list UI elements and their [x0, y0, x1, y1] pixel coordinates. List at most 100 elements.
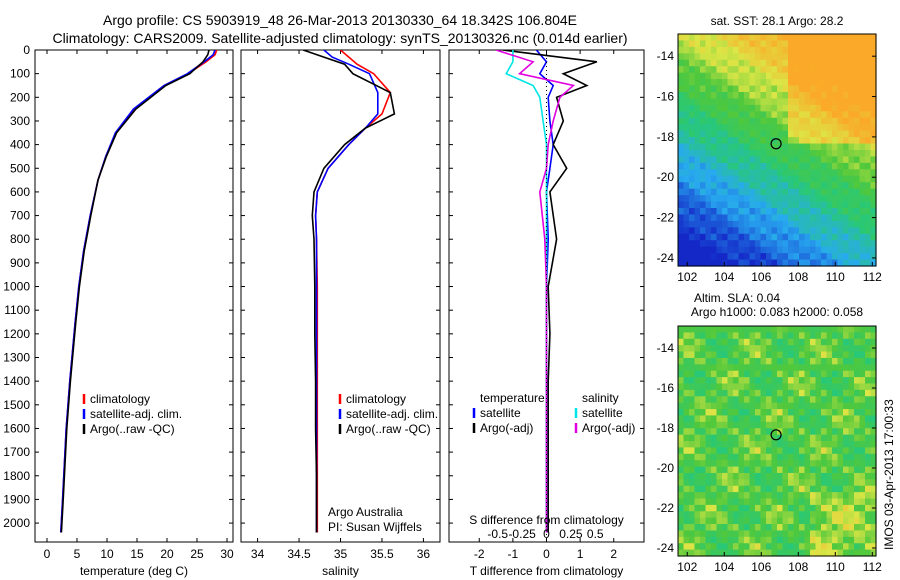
map-cell: [815, 338, 822, 346]
map-cell: [755, 332, 762, 340]
map-cell: [678, 150, 685, 158]
map-cell: [683, 536, 690, 544]
map-cell: [700, 92, 707, 100]
map-cell: [837, 150, 844, 158]
map-cell: [727, 466, 734, 474]
map-cell: [832, 389, 839, 397]
map-cell: [793, 530, 800, 538]
map-cell: [821, 364, 828, 372]
map-cell: [793, 479, 800, 487]
map-cell: [810, 357, 817, 365]
map-cell: [865, 504, 872, 512]
map-cell: [733, 409, 740, 417]
difference-profile-series: [495, 50, 598, 533]
x-tick-label: 110: [826, 560, 845, 574]
map-cell: [793, 326, 800, 333]
map-cell: [727, 377, 734, 385]
map-cell: [705, 240, 712, 248]
map-cell: [771, 543, 778, 551]
map-cell: [870, 150, 877, 158]
map-cell: [705, 253, 712, 261]
map-cell: [793, 34, 800, 42]
map-cell: [804, 453, 811, 461]
map-cell: [705, 460, 712, 468]
map-cell: [749, 549, 756, 557]
map-cell: [793, 233, 800, 241]
map-cell: [722, 40, 729, 48]
map-cell: [727, 233, 734, 241]
map-cell: [859, 409, 866, 417]
map-cell: [700, 530, 707, 538]
map-cell: [716, 79, 723, 87]
map-cell: [826, 143, 833, 151]
map-cell: [716, 511, 723, 519]
map-cell: [843, 370, 850, 378]
map-cell: [865, 137, 872, 145]
map-cell: [782, 246, 789, 254]
map-cell: [782, 389, 789, 397]
map-cell: [843, 492, 850, 500]
map-cell: [689, 227, 696, 235]
map-cell: [821, 162, 828, 170]
map-cell: [771, 479, 778, 487]
map-cell: [760, 208, 767, 216]
map-cell: [766, 472, 773, 480]
map-cell: [821, 195, 828, 203]
map-cell: [722, 338, 729, 346]
map-cell: [799, 447, 806, 455]
map-cell: [793, 66, 800, 74]
map-cell: [826, 227, 833, 235]
map-cell: [766, 182, 773, 190]
map-cell: [727, 389, 734, 397]
map-cell: [821, 524, 828, 532]
map-cell: [804, 246, 811, 254]
map-cell: [865, 460, 872, 468]
map-cell: [716, 364, 723, 372]
map-cell: [788, 46, 795, 54]
map-cell: [870, 143, 877, 151]
map-cell: [782, 441, 789, 448]
map-cell: [722, 130, 729, 138]
map-cell: [711, 345, 718, 353]
map-cell: [788, 182, 795, 190]
map-cell: [722, 66, 729, 74]
map-cell: [815, 415, 822, 423]
map-cell: [744, 370, 751, 378]
map-cell: [738, 201, 745, 209]
map-cell: [700, 460, 707, 468]
y-tick-label: 1800: [3, 469, 30, 483]
map-cell: [766, 124, 773, 132]
map-cell: [870, 34, 877, 42]
map-cell: [821, 92, 828, 100]
map-cell: [689, 137, 696, 145]
map-cell: [821, 370, 828, 378]
map-cell: [810, 421, 817, 429]
map-cell: [749, 511, 756, 519]
map-cell: [804, 195, 811, 203]
map-cell: [804, 137, 811, 145]
map-cell: [689, 98, 696, 106]
map-cell: [837, 453, 844, 461]
map-cell: [744, 357, 751, 365]
map-cell: [738, 485, 745, 493]
map-cell: [700, 389, 707, 397]
map-cell: [815, 98, 822, 106]
y-tick-label: 1400: [3, 374, 30, 388]
series-line-salinity-argo-adj-: [495, 50, 576, 533]
map-cell: [689, 259, 696, 267]
map-cell: [716, 415, 723, 423]
map-cell: [738, 79, 745, 87]
map-cell: [738, 472, 745, 480]
map-cell: [782, 370, 789, 378]
map-cell: [854, 46, 861, 54]
map-cell: [793, 195, 800, 203]
map-cell: [815, 543, 822, 551]
map-cell: [810, 169, 817, 177]
map-cell: [749, 409, 756, 417]
map-cell: [678, 66, 685, 74]
map-cell: [722, 377, 729, 385]
map-cell: [727, 453, 734, 461]
map-cell: [804, 485, 811, 493]
map-cell: [678, 220, 685, 228]
map-cell: [837, 214, 844, 222]
